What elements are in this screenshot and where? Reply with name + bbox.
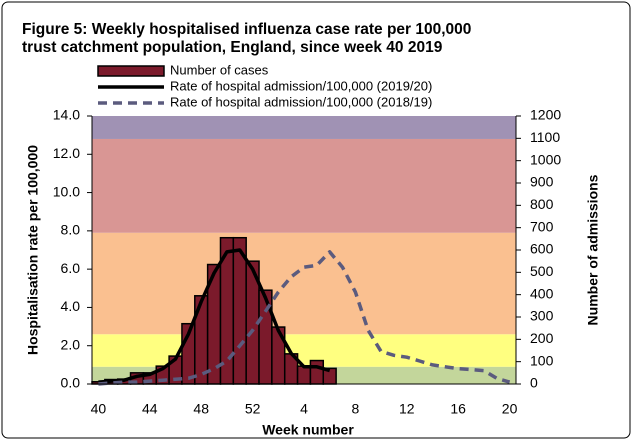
bar [309,359,325,385]
threshold-band [92,232,516,335]
x-tick-label: 12 [399,401,415,417]
x-tick-label: 48 [193,401,209,417]
x-tick-label: 4 [300,401,308,417]
y2-tick-label: 800 [530,196,554,212]
chart-title: trust catchment population, England, sin… [22,39,443,56]
legend-label: Rate of hospital admission/100,000 (2019… [170,78,432,93]
x-tick-label: 52 [245,401,261,417]
bar [296,365,312,385]
y2-tick-label: 900 [530,174,554,190]
y2-tick-label: 100 [530,352,554,368]
legend-label: Number of cases [170,62,269,77]
x-tick-label: 8 [351,401,359,417]
y2-tick-label: 600 [530,241,554,257]
threshold-band [92,116,516,139]
legend-label: Rate of hospital admission/100,000 (2018… [170,94,432,109]
line [98,248,331,384]
legend-swatch [97,65,165,77]
x-tick-label: 20 [502,401,518,417]
y2-tick-label: 200 [530,330,554,346]
y2-tick-label: 1200 [530,107,561,123]
y-tick-label: 0.0 [61,375,81,391]
y2-tick-label: 0 [530,375,538,391]
x-tick-label: 16 [450,401,466,417]
y-tick-label: 6.0 [61,260,81,276]
y-tick-label: 4.0 [61,298,81,314]
chart-title: Figure 5: Weekly hospitalised influenza … [22,21,471,38]
y-axis-title: Hospitalisation rate per 100,000 [25,145,41,355]
y2-tick-label: 500 [530,263,554,279]
y2-tick-label: 1100 [530,129,560,145]
line [98,250,511,386]
y2-tick-label: 300 [530,308,554,324]
y-tick-label: 14.0 [53,107,80,123]
x-tick-label: 44 [142,401,158,417]
y2-tick-label: 700 [530,218,554,234]
y-tick-label: 12.0 [53,145,80,161]
threshold-band [92,334,516,367]
x-axis-title: Week number [262,422,354,438]
y2-axis-title: Number of admissions [585,174,601,325]
y2-tick-label: 1000 [530,151,561,167]
y2-tick-label: 400 [530,285,554,301]
threshold-band [92,138,516,233]
y-tick-label: 2.0 [61,336,81,352]
x-tick-label: 40 [91,401,107,417]
y-tick-label: 10.0 [53,183,80,199]
y-tick-label: 8.0 [61,222,81,238]
